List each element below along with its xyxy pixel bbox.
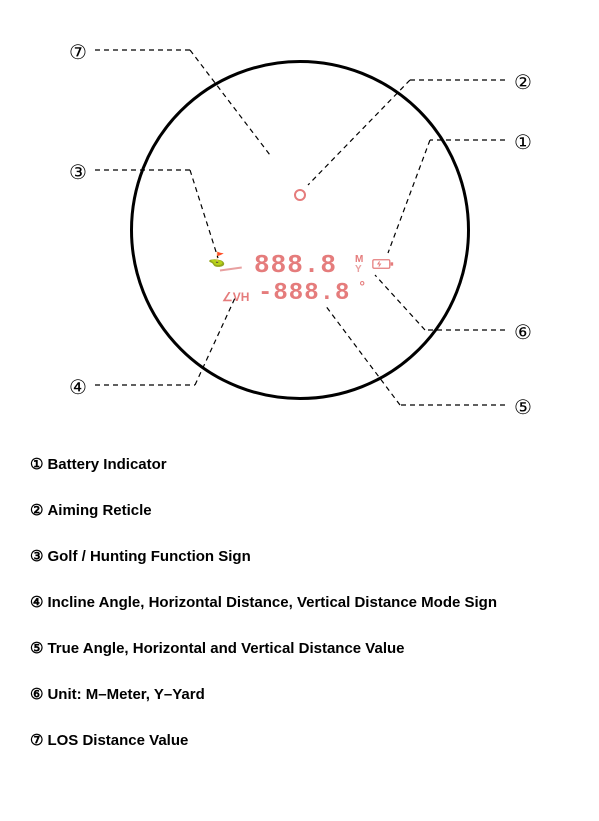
callout-number: ⑦ bbox=[63, 40, 93, 65]
legend-item-number: ② bbox=[30, 501, 43, 519]
legend-item: ⑥Unit: M–Meter, Y–Yard bbox=[30, 685, 570, 703]
legend-item: ③Golf / Hunting Function Sign bbox=[30, 547, 570, 565]
legend-item: ①Battery Indicator bbox=[30, 455, 570, 473]
aiming-reticle bbox=[294, 189, 306, 201]
callout-number: ③ bbox=[63, 160, 93, 185]
legend-item-text: Unit: M–Meter, Y–Yard bbox=[47, 686, 204, 703]
legend-item: ⑤True Angle, Horizontal and Vertical Dis… bbox=[30, 639, 570, 657]
angle-mode-sign: ∠VH bbox=[222, 290, 249, 304]
legend-list: ①Battery Indicator ②Aiming Reticle ③Golf /… bbox=[30, 455, 570, 777]
legend-item-number: ⑦ bbox=[30, 731, 43, 749]
angle-distance-value: -888.8 bbox=[258, 280, 350, 307]
los-distance-value: 888.8 bbox=[254, 250, 337, 280]
legend-item-number: ⑤ bbox=[30, 639, 43, 657]
callout-number: ④ bbox=[63, 375, 93, 400]
diagram-region: ⛳ 888.8 M Y ∠VH -888.8 ° ⑦②①③④⑤⑥ bbox=[0, 0, 599, 440]
legend-item-number: ④ bbox=[30, 593, 43, 611]
legend-item-number: ⑥ bbox=[30, 685, 43, 703]
degree-symbol: ° bbox=[358, 280, 367, 296]
callout-number: ② bbox=[508, 70, 538, 95]
callout-number: ⑤ bbox=[508, 395, 538, 420]
legend-item-text: LOS Distance Value bbox=[47, 732, 188, 749]
legend-item-text: True Angle, Horizontal and Vertical Dist… bbox=[47, 640, 404, 657]
callout-number: ① bbox=[508, 130, 538, 155]
callout-number: ⑥ bbox=[508, 320, 538, 345]
legend-item: ⑦LOS Distance Value bbox=[30, 731, 570, 749]
legend-item-number: ③ bbox=[30, 547, 43, 565]
legend-item-number: ① bbox=[30, 455, 43, 473]
unit-y-label: Y bbox=[355, 264, 362, 275]
golf-flag-icon: ⛳ bbox=[208, 251, 225, 268]
legend-item-text: Golf / Hunting Function Sign bbox=[47, 548, 250, 565]
legend-item: ④Incline Angle, Horizontal Distance, Ver… bbox=[30, 593, 570, 611]
legend-item-text: Aiming Reticle bbox=[47, 502, 151, 519]
battery-icon bbox=[372, 257, 394, 269]
scope-outline bbox=[130, 60, 470, 400]
legend-item: ②Aiming Reticle bbox=[30, 501, 570, 519]
legend-item-text: Battery Indicator bbox=[47, 456, 166, 473]
legend-item-text: Incline Angle, Horizontal Distance, Vert… bbox=[47, 594, 497, 611]
